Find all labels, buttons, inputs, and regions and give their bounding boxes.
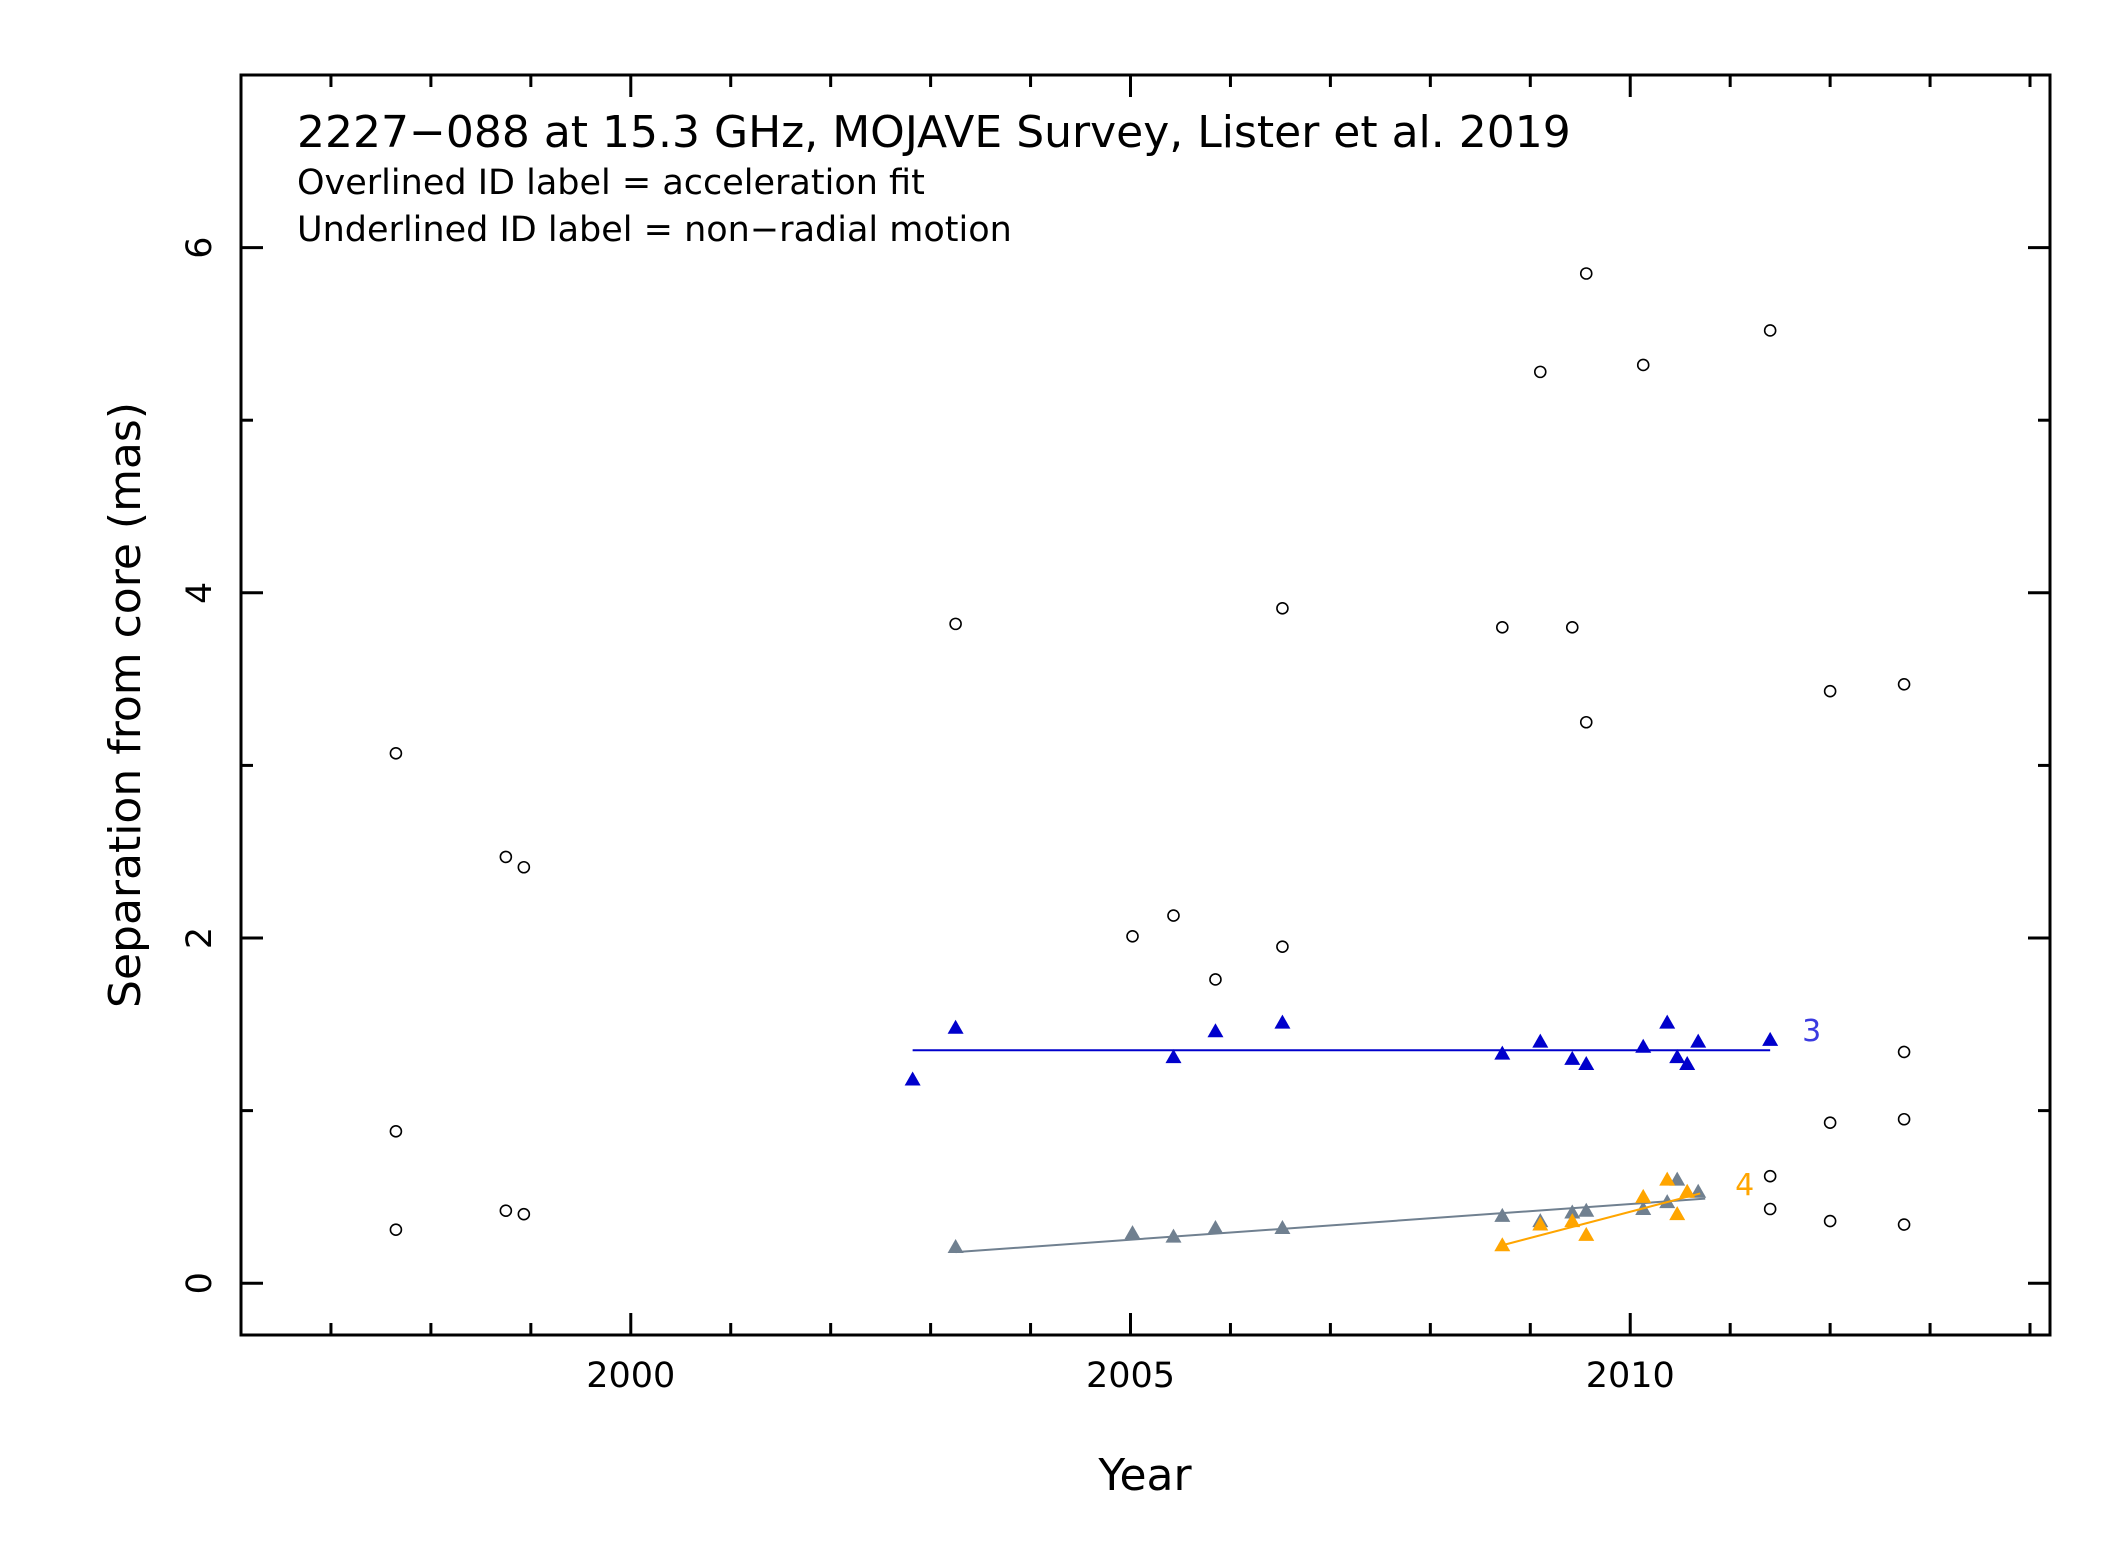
triangle-point-series-1 bbox=[1274, 1014, 1291, 1029]
open-circle-point bbox=[1126, 929, 1139, 943]
open-circle-point bbox=[1763, 324, 1777, 337]
chart-title: 2227−088 at 15.3 GHz, MOJAVE Survey, Lis… bbox=[297, 107, 1571, 158]
triangle-point-series-1 bbox=[1690, 1033, 1707, 1048]
triangle-point-series-1 bbox=[904, 1071, 921, 1086]
triangle-point-series-1 bbox=[1532, 1033, 1549, 1048]
triangle-point-series-2 bbox=[947, 1238, 964, 1253]
open-circle-point bbox=[1897, 1218, 1911, 1231]
open-circle-point bbox=[1823, 1214, 1837, 1228]
open-circle-point bbox=[1636, 358, 1650, 372]
component-id-label: 4 bbox=[1735, 1168, 1754, 1203]
open-circle-point bbox=[499, 1204, 513, 1218]
open-circle-point bbox=[1209, 973, 1222, 986]
open-circle-point bbox=[1565, 621, 1579, 634]
triangle-point-series-3 bbox=[1635, 1188, 1652, 1203]
y-tick-label: 4 bbox=[180, 582, 220, 604]
open-circle-point bbox=[389, 1125, 403, 1138]
y-tick-label: 2 bbox=[180, 927, 220, 949]
triangle-point-series-3 bbox=[1659, 1171, 1676, 1186]
triangle-point-series-1 bbox=[1564, 1050, 1581, 1065]
chart-note-non-radial: Underlined ID label = non−radial motion bbox=[297, 210, 1012, 250]
open-circle-point bbox=[1897, 1045, 1911, 1059]
triangle-point-series-2 bbox=[1578, 1202, 1595, 1217]
triangle-point-series-1 bbox=[1207, 1023, 1224, 1038]
open-circle-point bbox=[517, 860, 531, 874]
fit-line-series-3 bbox=[1502, 1192, 1701, 1247]
triangle-point-series-1 bbox=[1165, 1049, 1182, 1064]
chart-note-acceleration: Overlined ID label = acceleration fit bbox=[297, 163, 925, 203]
triangle-point-series-1 bbox=[947, 1019, 964, 1034]
triangle-point-series-1 bbox=[1659, 1014, 1676, 1029]
x-tick-label: 2005 bbox=[1086, 1356, 1175, 1396]
x-tick-label: 2010 bbox=[1586, 1356, 1675, 1396]
y-tick-label: 6 bbox=[180, 236, 220, 258]
open-circle-point bbox=[1897, 677, 1911, 691]
triangle-point-series-1 bbox=[1578, 1056, 1595, 1071]
open-circle-point bbox=[389, 747, 403, 760]
triangle-point-series-1 bbox=[1679, 1056, 1696, 1071]
triangle-point-series-2 bbox=[1207, 1219, 1224, 1234]
open-circle-point bbox=[389, 1223, 403, 1237]
chart-marks: 34 bbox=[389, 267, 1911, 1254]
triangle-point-series-3 bbox=[1494, 1237, 1511, 1252]
x-axis-label: Year bbox=[1097, 1450, 1192, 1501]
open-circle-point bbox=[1167, 909, 1180, 922]
triangle-point-series-2 bbox=[1274, 1219, 1291, 1234]
open-circle-point bbox=[1276, 602, 1289, 615]
open-circle-point bbox=[1823, 684, 1837, 698]
x-tick-label: 2000 bbox=[586, 1356, 675, 1396]
triangle-point-series-1 bbox=[1494, 1045, 1511, 1060]
plot-frame bbox=[239, 73, 2052, 1337]
open-circle-point bbox=[1579, 715, 1593, 729]
open-circle-point bbox=[1823, 1116, 1837, 1129]
open-circle-point bbox=[1763, 1169, 1777, 1183]
triangle-point-series-1 bbox=[1635, 1038, 1652, 1053]
triangle-point-series-2 bbox=[1494, 1207, 1511, 1222]
triangle-point-series-3 bbox=[1679, 1183, 1696, 1198]
triangle-point-series-1 bbox=[1762, 1031, 1779, 1046]
triangle-point-series-3 bbox=[1669, 1206, 1686, 1221]
open-circle-point bbox=[1579, 267, 1593, 280]
chart-axes: 2000 2005 2010 0 2 4 6 bbox=[180, 73, 2050, 1396]
triangle-point-series-2 bbox=[1564, 1204, 1581, 1219]
triangle-point-series-3 bbox=[1532, 1216, 1549, 1231]
triangle-point-series-2 bbox=[1124, 1225, 1141, 1240]
open-circle-point bbox=[1897, 1112, 1911, 1126]
open-circle-point bbox=[1763, 1202, 1777, 1216]
open-circle-point bbox=[499, 850, 513, 864]
open-circle-point bbox=[1276, 940, 1289, 953]
y-tick-label: 0 bbox=[180, 1272, 220, 1294]
open-circle-point bbox=[517, 1207, 531, 1221]
y-axis-label: Separation from core (mas) bbox=[100, 402, 151, 1008]
triangle-point-series-1 bbox=[1669, 1049, 1686, 1064]
open-circle-point bbox=[1496, 621, 1509, 634]
triangle-point-series-3 bbox=[1564, 1213, 1581, 1228]
open-circle-point bbox=[949, 617, 962, 631]
fit-line-series-2 bbox=[955, 1197, 1706, 1254]
triangle-point-series-3 bbox=[1578, 1226, 1595, 1241]
triangle-point-series-2 bbox=[1165, 1228, 1182, 1243]
open-circle-point bbox=[1533, 365, 1547, 379]
component-id-label: 3 bbox=[1802, 1014, 1821, 1049]
